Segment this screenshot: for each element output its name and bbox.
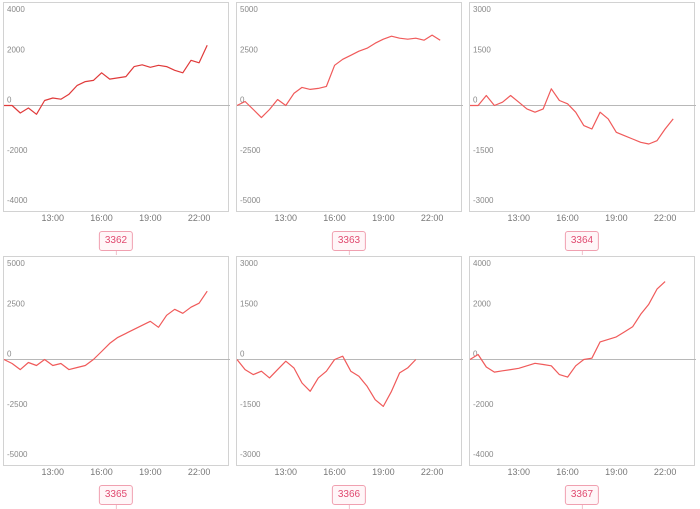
y-tick-label: 3000 <box>473 5 491 14</box>
series-line <box>236 355 417 407</box>
series-id-badge[interactable]: 3362 <box>98 231 134 255</box>
y-tick-label: 3000 <box>240 259 258 268</box>
chart-cell-5: 3000 1500 0 -1500 -3000 13:00 16:00 19:00 22:00 … <box>233 254 466 509</box>
x-tick-label: 22:00 <box>421 467 444 477</box>
series-id-badge[interactable]: 3363 <box>331 231 367 255</box>
y-tick-label: 1500 <box>240 299 258 308</box>
chart-cell-1: 4000 2000 0 -2000 -4000 13:00 16:00 19:00 22:00 … <box>0 0 233 255</box>
y-tick-label: 5000 <box>240 5 258 14</box>
y-tick-label: 2000 <box>473 299 491 308</box>
y-tick-label: -1500 <box>473 146 494 155</box>
y-tick-label: -4000 <box>473 450 494 459</box>
series-id-badge[interactable]: 3367 <box>564 485 600 509</box>
chart-svg: 5000 2500 0 -2500 -5000 13:00 16:00 19:00 22:00 <box>236 5 463 223</box>
x-tick-label: 19:00 <box>605 467 628 477</box>
y-tick-label: 0 <box>240 350 245 359</box>
chart-svg: 3000 1500 0 -1500 -3000 13:00 16:00 19:00 22:00 <box>470 5 696 223</box>
series-line <box>3 290 208 371</box>
series-line <box>4 44 208 115</box>
y-tick-label: -2000 <box>473 400 494 409</box>
y-tick-label: -1500 <box>240 400 261 409</box>
x-tick-label: 22:00 <box>188 467 211 477</box>
x-tick-label: 16:00 <box>323 213 346 223</box>
x-tick-label: 19:00 <box>139 467 162 477</box>
chart-svg: 4000 2000 0 -2000 -4000 13:00 16:00 19:00 22:00 <box>4 5 230 223</box>
y-tick-label: -2500 <box>240 146 261 155</box>
series-line <box>470 88 674 145</box>
x-tick-label: 22:00 <box>421 213 444 223</box>
x-tick-label: 19:00 <box>372 213 395 223</box>
y-tick-label: 2500 <box>240 45 258 54</box>
y-tick-label: -2000 <box>7 146 28 155</box>
y-tick-label: -5000 <box>7 450 28 459</box>
y-tick-label: 0 <box>7 96 12 105</box>
y-tick-label: 0 <box>240 96 245 105</box>
x-tick-label: 19:00 <box>605 213 628 223</box>
series-id-badge[interactable]: 3366 <box>331 485 367 509</box>
x-tick-label: 13:00 <box>42 467 65 477</box>
y-tick-label: 0 <box>473 350 478 359</box>
x-tick-label: 13:00 <box>275 213 298 223</box>
y-tick-label: 0 <box>473 96 478 105</box>
x-tick-label: 16:00 <box>323 467 346 477</box>
x-tick-label: 19:00 <box>372 467 395 477</box>
x-tick-label: 16:00 <box>90 467 113 477</box>
y-tick-label: -4000 <box>7 196 28 205</box>
y-tick-label: 5000 <box>7 259 25 268</box>
chart-cell-4: 5000 2500 0 -2500 -5000 13:00 16:00 19:00 22:00 … <box>0 254 233 509</box>
x-tick-label: 13:00 <box>508 467 531 477</box>
series-line <box>469 281 666 378</box>
x-tick-label: 16:00 <box>556 467 579 477</box>
chart-panel: 5000 2500 0 -2500 -5000 13:00 16:00 19:00 22:00 <box>3 256 230 477</box>
series-line <box>236 34 441 119</box>
chart-panel: 4000 2000 0 -2000 -4000 13:00 16:00 19:00 22:00 <box>469 256 696 477</box>
y-tick-label: 0 <box>7 350 12 359</box>
x-tick-label: 16:00 <box>556 213 579 223</box>
y-tick-label: -5000 <box>240 196 261 205</box>
y-tick-label: 2500 <box>7 299 25 308</box>
x-tick-label: 22:00 <box>188 213 211 223</box>
y-tick-label: 4000 <box>7 5 25 14</box>
chart-cell-6: 4000 2000 0 -2000 -4000 13:00 16:00 19:00 22:00 … <box>466 254 699 509</box>
x-tick-label: 16:00 <box>90 213 113 223</box>
chart-cell-3: 3000 1500 0 -1500 -3000 13:00 16:00 19:00 22:00 … <box>466 0 699 255</box>
series-id-badge[interactable]: 3365 <box>98 485 134 509</box>
chart-panel: 5000 2500 0 -2500 -5000 13:00 16:00 19:00 22:00 <box>236 2 463 223</box>
chart-svg: 5000 2500 0 -2500 -5000 13:00 16:00 19:00 22:00 <box>3 259 230 477</box>
x-tick-label: 13:00 <box>275 467 298 477</box>
y-tick-label: -3000 <box>240 450 261 459</box>
series-id-badge[interactable]: 3364 <box>564 231 600 255</box>
x-tick-label: 19:00 <box>139 213 162 223</box>
chart-svg: 3000 1500 0 -1500 -3000 13:00 16:00 19:00 22:00 <box>236 259 463 477</box>
chart-cell-2: 5000 2500 0 -2500 -5000 13:00 16:00 19:00 22:00 … <box>233 0 466 255</box>
y-tick-label: 4000 <box>473 259 491 268</box>
x-tick-label: 13:00 <box>42 213 65 223</box>
y-tick-label: -2500 <box>7 400 28 409</box>
chart-svg: 4000 2000 0 -2000 -4000 13:00 16:00 19:00 22:00 <box>469 259 696 477</box>
chart-panel: 3000 1500 0 -1500 -3000 13:00 16:00 19:00 22:00 <box>469 2 696 223</box>
x-tick-label: 22:00 <box>654 213 677 223</box>
y-tick-label: 2000 <box>7 45 25 54</box>
y-tick-label: 1500 <box>473 45 491 54</box>
chart-panel: 3000 1500 0 -1500 -3000 13:00 16:00 19:00 22:00 <box>236 256 463 477</box>
y-tick-label: -3000 <box>473 196 494 205</box>
x-tick-label: 13:00 <box>508 213 531 223</box>
chart-panel: 4000 2000 0 -2000 -4000 13:00 16:00 19:00 22:00 <box>3 2 230 223</box>
x-tick-label: 22:00 <box>654 467 677 477</box>
